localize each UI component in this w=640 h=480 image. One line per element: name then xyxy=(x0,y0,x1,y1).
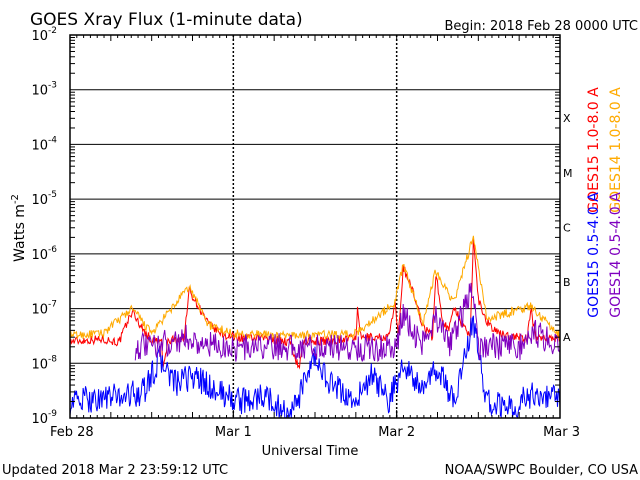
flare-class-label: B xyxy=(563,276,571,289)
y-tick-exponent: -6 xyxy=(48,245,57,255)
flare-class-label: M xyxy=(563,167,573,180)
legend: GOES15 1.0-8.0 A GOES14 1.0-8.0 A GOES15 0… xyxy=(586,87,624,318)
y-tick-label: 10-4 xyxy=(31,135,57,153)
y-tick-mantissa: 10 xyxy=(31,138,48,153)
y-tick-label: 10-8 xyxy=(31,354,57,372)
y-axis-label-main: Watts m xyxy=(12,204,28,262)
series-line-1 xyxy=(69,235,561,341)
y-tick-exponent: -5 xyxy=(48,190,57,200)
legend-entry-0: GOES15 1.0-8.0 A xyxy=(586,87,602,213)
series-line-3 xyxy=(134,282,561,363)
y-tick-exponent: -3 xyxy=(48,81,57,91)
y-tick-exponent: -8 xyxy=(48,354,57,364)
flare-class-label: A xyxy=(563,331,571,344)
y-tick-mantissa: 10 xyxy=(31,303,48,318)
y-tick-mantissa: 10 xyxy=(31,248,48,263)
plot-area xyxy=(70,35,560,418)
chart-title: GOES Xray Flux (1-minute data) xyxy=(30,10,303,30)
flare-class-label: X xyxy=(563,112,571,125)
series-layer xyxy=(69,235,561,419)
legend-entry-2: GOES15 0.5-4.0 A xyxy=(586,192,602,318)
legend-entry-3: GOES14 0.5-4.0 A xyxy=(608,192,624,318)
flare-class-label: C xyxy=(563,222,571,235)
y-tick-exponent: -2 xyxy=(48,26,57,36)
y-tick-label: 10-5 xyxy=(31,190,57,208)
y-tick-mantissa: 10 xyxy=(31,84,48,99)
y-axis-label: Watts m-2 xyxy=(10,194,28,262)
y-tick-mantissa: 10 xyxy=(31,357,48,372)
series-line-2 xyxy=(69,315,561,419)
y-tick-label: 10-7 xyxy=(31,300,57,318)
data-source: NOAA/SWPC Boulder, CO USA xyxy=(445,463,638,478)
y-tick-exponent: -7 xyxy=(48,300,57,310)
plot-background xyxy=(70,35,560,418)
x-tick-label: Mar 3 xyxy=(543,425,580,440)
legend-entry-1: GOES14 1.0-8.0 A xyxy=(608,87,624,213)
y-tick-label: 10-6 xyxy=(31,245,57,263)
y-tick-label: 10-3 xyxy=(31,81,57,99)
x-tick-label: Mar 1 xyxy=(215,425,252,440)
y-tick-mantissa: 10 xyxy=(31,193,48,208)
y-tick-mantissa: 10 xyxy=(31,412,48,427)
x-axis-label: Universal Time xyxy=(262,444,359,459)
x-tick-label: Feb 28 xyxy=(50,425,94,440)
y-tick-exponent: -4 xyxy=(48,135,57,145)
y-tick-exponent: -9 xyxy=(48,409,57,419)
x-tick-label: Mar 2 xyxy=(378,425,415,440)
y-tick-label: 10-9 xyxy=(31,409,57,427)
begin-label: Begin: 2018 Feb 28 0000 UTC xyxy=(444,19,638,34)
y-tick-mantissa: 10 xyxy=(31,29,48,44)
plot-frame xyxy=(69,34,561,419)
y-axis-label-exponent: -2 xyxy=(10,194,21,204)
updated-timestamp: Updated 2018 Mar 2 23:59:12 UTC xyxy=(2,463,228,478)
y-tick-label: 10-2 xyxy=(31,26,57,44)
